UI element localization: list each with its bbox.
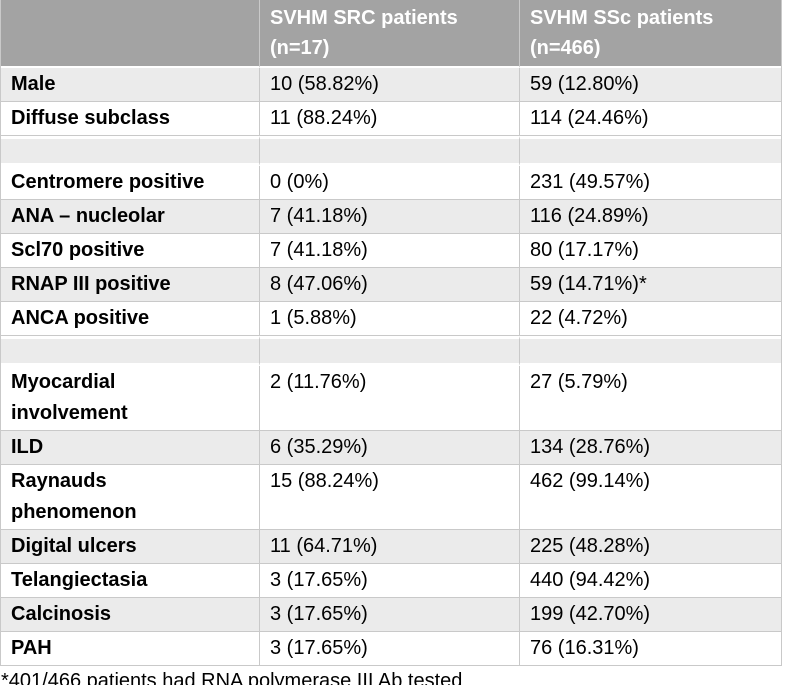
- row-label: Scl70 positive: [1, 234, 259, 268]
- row-label: ILD: [1, 431, 259, 465]
- src-value-cell: 11 (88.24%): [259, 102, 519, 136]
- table-row: Diffuse subclass 11 (88.24%) 114 (24.46%): [1, 102, 781, 136]
- src-value-cell: 2 (11.76%): [259, 366, 519, 431]
- table-row: Digital ulcers 11 (64.71%) 225 (48.28%): [1, 530, 781, 564]
- footnote: *401/466 patients had RNA polymerase III…: [1, 670, 463, 685]
- ssc-value-cell: 76 (16.31%): [519, 632, 781, 666]
- table-row: ILD 6 (35.29%) 134 (28.76%): [1, 431, 781, 465]
- table-row: Centromere positive 0 (0%) 231 (49.57%): [1, 166, 781, 200]
- row-label: ANCA positive: [1, 302, 259, 336]
- ssc-value-cell: 116 (24.89%): [519, 200, 781, 234]
- row-label: ANA – nucleolar: [1, 200, 259, 234]
- row-label: Male: [1, 68, 259, 102]
- header-svhm-ssc-patients: SVHM SSc patients (n=466): [519, 0, 781, 68]
- table-row: RNAP III positive 8 (47.06%) 59 (14.71%)*: [1, 268, 781, 302]
- table-row: ANA – nucleolar 7 (41.18%) 116 (24.89%): [1, 200, 781, 234]
- header-svhm-src-patients: SVHM SRC patients (n=17): [259, 0, 519, 68]
- spacer-row: [1, 136, 781, 166]
- ssc-value-cell: 114 (24.46%): [519, 102, 781, 136]
- header-corner-cell: [1, 0, 259, 68]
- ssc-value-cell: 27 (5.79%): [519, 366, 781, 431]
- ssc-value-cell: 22 (4.72%): [519, 302, 781, 336]
- ssc-value-cell: 440 (94.42%): [519, 564, 781, 598]
- table-row: Myocardial involvement 2 (11.76%) 27 (5.79…: [1, 366, 781, 431]
- ssc-value-cell: 462 (99.14%): [519, 465, 781, 530]
- row-label: Raynauds phenomenon: [1, 465, 259, 530]
- src-value-cell: 11 (64.71%): [259, 530, 519, 564]
- src-value-cell: 6 (35.29%): [259, 431, 519, 465]
- row-label: Telangiectasia: [1, 564, 259, 598]
- table-row: Calcinosis 3 (17.65%) 199 (42.70%): [1, 598, 781, 632]
- row-label: PAH: [1, 632, 259, 666]
- ssc-value-cell: [519, 136, 781, 166]
- src-value-cell: 7 (41.18%): [259, 200, 519, 234]
- table-row: Scl70 positive 7 (41.18%) 80 (17.17%): [1, 234, 781, 268]
- src-value-cell: [259, 136, 519, 166]
- row-label: Diffuse subclass: [1, 102, 259, 136]
- src-value-cell: 3 (17.65%): [259, 598, 519, 632]
- header-row: SVHM SRC patients (n=17) SVHM SSc patien…: [1, 0, 781, 68]
- row-label: RNAP III positive: [1, 268, 259, 302]
- row-label: [1, 336, 259, 366]
- ssc-value-cell: 199 (42.70%): [519, 598, 781, 632]
- ssc-value-cell: 225 (48.28%): [519, 530, 781, 564]
- table-row: ANCA positive 1 (5.88%) 22 (4.72%): [1, 302, 781, 336]
- ssc-value-cell: 80 (17.17%): [519, 234, 781, 268]
- row-label: [1, 136, 259, 166]
- table-row: PAH 3 (17.65%) 76 (16.31%): [1, 632, 781, 666]
- row-label: Calcinosis: [1, 598, 259, 632]
- patient-comparison-table: SVHM SRC patients (n=17) SVHM SSc patien…: [0, 0, 782, 666]
- src-value-cell: 10 (58.82%): [259, 68, 519, 102]
- src-value-cell: 15 (88.24%): [259, 465, 519, 530]
- src-value-cell: [259, 336, 519, 366]
- table-row: Raynauds phenomenon 15 (88.24%) 462 (99.14…: [1, 465, 781, 530]
- src-value-cell: 3 (17.65%): [259, 564, 519, 598]
- src-value-cell: 3 (17.65%): [259, 632, 519, 666]
- table-row: Telangiectasia 3 (17.65%) 440 (94.42%): [1, 564, 781, 598]
- row-label: Digital ulcers: [1, 530, 259, 564]
- src-value-cell: 7 (41.18%): [259, 234, 519, 268]
- src-value-cell: 8 (47.06%): [259, 268, 519, 302]
- ssc-value-cell: 59 (14.71%)*: [519, 268, 781, 302]
- row-label: Centromere positive: [1, 166, 259, 200]
- src-value-cell: 0 (0%): [259, 166, 519, 200]
- ssc-value-cell: 231 (49.57%): [519, 166, 781, 200]
- spacer-row: [1, 336, 781, 366]
- ssc-value-cell: [519, 336, 781, 366]
- table-row: Male 10 (58.82%) 59 (12.80%): [1, 68, 781, 102]
- ssc-value-cell: 134 (28.76%): [519, 431, 781, 465]
- src-value-cell: 1 (5.88%): [259, 302, 519, 336]
- ssc-value-cell: 59 (12.80%): [519, 68, 781, 102]
- row-label: Myocardial involvement: [1, 366, 259, 431]
